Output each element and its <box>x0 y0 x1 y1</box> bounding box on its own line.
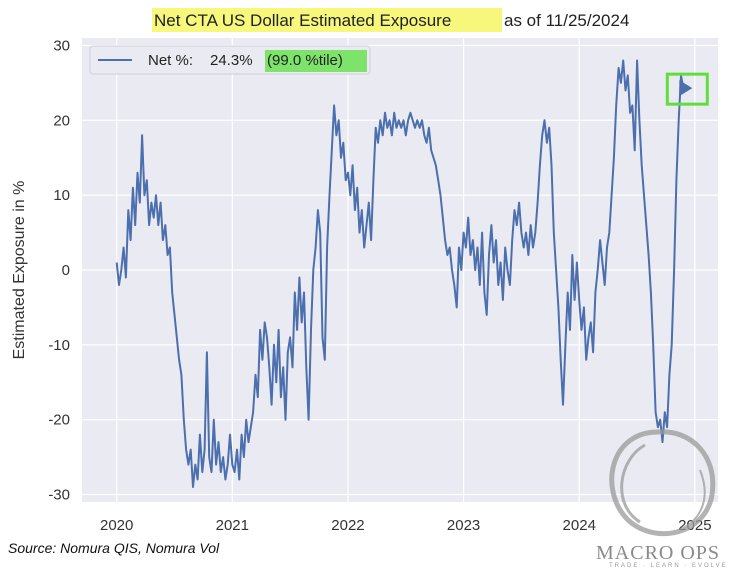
x-tick-label: 2020 <box>100 517 133 534</box>
y-tick-label: 10 <box>53 187 70 204</box>
brand-logo-swirl <box>609 429 716 537</box>
x-tick-label: 2022 <box>331 517 364 534</box>
y-tick-labels: 30 20 10 0 -10 -20 -30 <box>48 37 70 503</box>
latest-value-marker <box>679 80 693 97</box>
y-tick-label: -30 <box>48 487 70 504</box>
legend-value: 24.3% <box>210 52 253 69</box>
legend-percentile: (99.0 %tile) <box>267 52 343 69</box>
brand-tagline: TRADE · LEARN · EVOLVE <box>609 563 728 569</box>
legend: Net %: 24.3% (99.0 %tile) <box>89 45 371 75</box>
y-tick-label: 0 <box>62 262 70 279</box>
series-line-net-percent <box>115 59 685 488</box>
y-tick-label: 30 <box>53 37 70 54</box>
y-tick-label: 20 <box>53 112 70 129</box>
x-tick-labels: 2020 2021 2022 2023 2024 2025 <box>100 517 712 534</box>
brand-name: MACRO OPS <box>596 542 721 564</box>
title-highlight <box>152 8 502 32</box>
x-tick-label: 2023 <box>447 517 480 534</box>
source-note: Source: Nomura QIS, Nomura Vol <box>8 540 220 556</box>
legend-label: Net %: <box>148 52 193 69</box>
latest-value-highlight-box <box>665 72 709 106</box>
y-tick-label: -20 <box>48 412 70 429</box>
y-tick-label: -10 <box>48 337 70 354</box>
legend-percentile-highlight <box>265 50 367 72</box>
chart-title-rest: as of 11/25/2024 <box>504 11 629 30</box>
x-tick-label: 2021 <box>216 517 249 534</box>
y-axis-label: Estimated Exposure in % <box>11 181 28 360</box>
chart-title-highlighted: Net CTA US Dollar Estimated Exposure <box>154 11 451 30</box>
x-tick-label: 2024 <box>563 517 596 534</box>
